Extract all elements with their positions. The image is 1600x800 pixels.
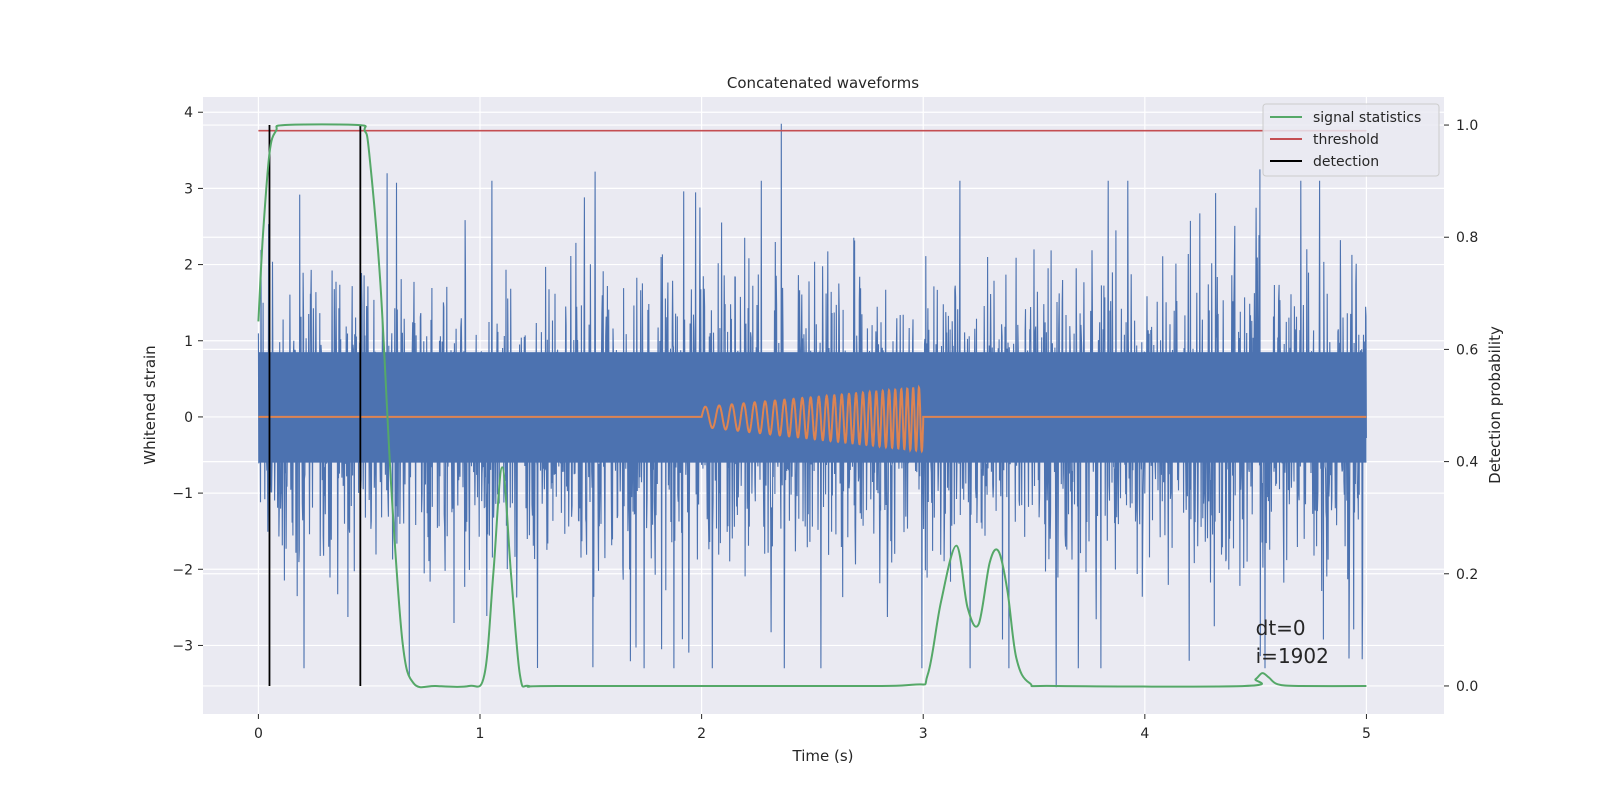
chart-title: Concatenated waveforms bbox=[727, 74, 919, 92]
annotation-index: i=1902 bbox=[1256, 644, 1329, 668]
legend-box bbox=[1262, 103, 1440, 177]
y-left-tick-label: 4 bbox=[184, 105, 193, 121]
x-tick-label: 0 bbox=[254, 726, 263, 742]
y-right-tick-label: 0.4 bbox=[1456, 455, 1478, 471]
legend-label-detection: detection bbox=[1313, 154, 1379, 170]
x-tick-label: 5 bbox=[1362, 726, 1371, 742]
y-left-tick-label: 3 bbox=[184, 181, 193, 197]
y-left-tick-label: −2 bbox=[172, 562, 193, 578]
x-tick-label: 1 bbox=[476, 726, 485, 742]
injection-chirp-line bbox=[258, 384, 1367, 454]
y-right-tick-label: 0.6 bbox=[1456, 342, 1478, 358]
annotation-dt: dt=0 bbox=[1256, 616, 1306, 640]
y-left-tick-label: 0 bbox=[184, 410, 193, 426]
y-right-tick-label: 0.2 bbox=[1456, 567, 1478, 583]
y-left-tick-label: −1 bbox=[172, 486, 193, 502]
plot-layer bbox=[257, 123, 1367, 689]
y-axis-right-label: Detection probability bbox=[1486, 326, 1504, 484]
legend-label-signal: signal statistics bbox=[1313, 110, 1421, 126]
x-tick-label: 2 bbox=[697, 726, 706, 742]
ticks: 0 1 2 3 4 5 −3 −2 −1 0 1 2 3 4 0.0 0.2 0.4 0.6 0.8 1.0 bbox=[172, 105, 1478, 742]
y-right-tick-label: 1.0 bbox=[1456, 118, 1478, 134]
x-axis-label: Time (s) bbox=[792, 747, 854, 765]
legend: signal statistics threshold detection bbox=[1262, 103, 1440, 177]
y-left-tick-label: −3 bbox=[172, 638, 193, 654]
y-axis-left-label: Whitened strain bbox=[141, 345, 159, 464]
y-left-tick-label: 1 bbox=[184, 334, 193, 350]
x-tick-label: 4 bbox=[1140, 726, 1149, 742]
x-tick-label: 3 bbox=[919, 726, 928, 742]
y-left-tick-label: 2 bbox=[184, 258, 193, 274]
legend-label-threshold: threshold bbox=[1313, 132, 1379, 148]
signal-statistics-line bbox=[257, 123, 1367, 689]
y-right-tick-label: 0.8 bbox=[1456, 230, 1478, 246]
y-right-tick-label: 0.0 bbox=[1456, 679, 1478, 695]
